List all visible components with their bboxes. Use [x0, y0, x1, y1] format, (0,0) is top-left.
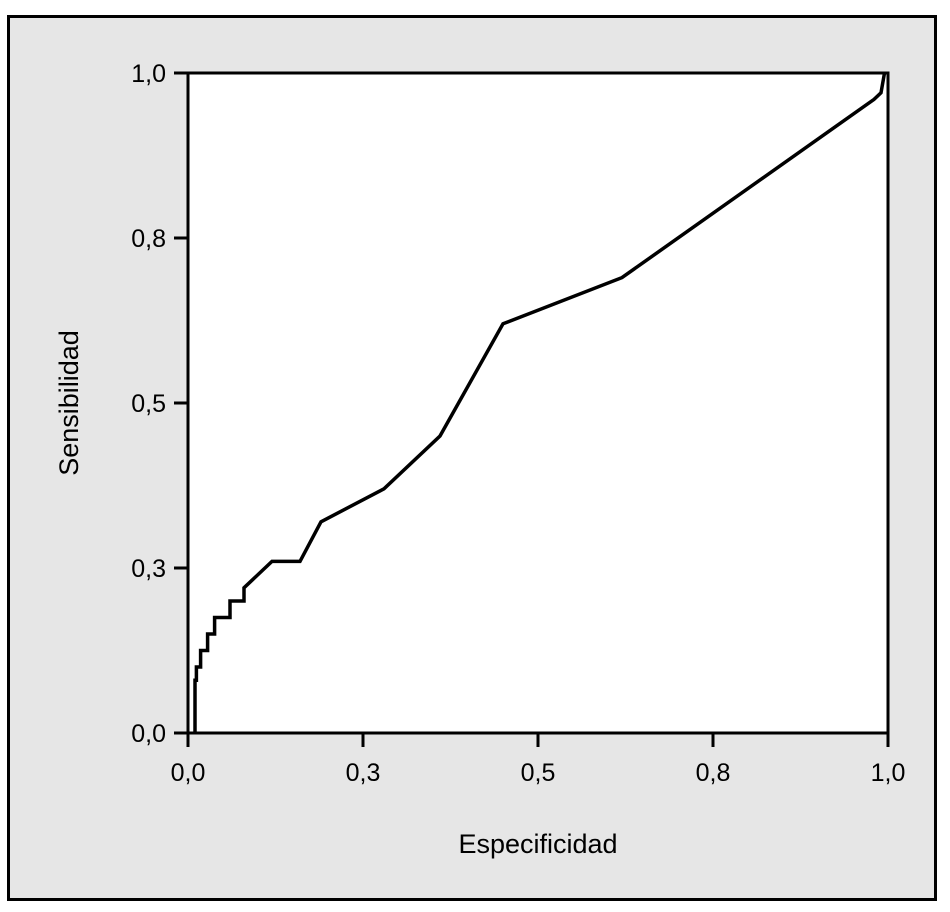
- y-tick-label: 0,5: [131, 390, 166, 418]
- x-tick-label: 0,5: [521, 759, 556, 787]
- x-tick-label: 0,0: [171, 759, 206, 787]
- y-axis-ticks: 0,0 0,3 0,5 0,8 1,0: [131, 60, 188, 748]
- x-tick-label: 0,8: [696, 759, 731, 787]
- plot-area: [186, 71, 890, 735]
- y-tick-label: 0,8: [131, 225, 166, 253]
- x-axis-label: Especificidad: [458, 829, 617, 859]
- y-axis-label: Sensibilidad: [54, 330, 84, 476]
- y-tick-label: 0,3: [131, 555, 166, 583]
- x-tick-label: 1,0: [871, 759, 906, 787]
- y-tick-label: 0,0: [131, 720, 166, 748]
- y-tick-label: 1,0: [131, 60, 166, 88]
- x-tick-label: 0,3: [346, 759, 381, 787]
- x-axis-ticks: 0,0 0,3 0,5 0,8 1,0: [171, 733, 906, 787]
- chart-frame: 0,0 0,3 0,5 0,8 1,0 0,0 0,3 0,5 0,8 1,0 Especifi…: [7, 15, 937, 901]
- roc-chart: 0,0 0,3 0,5 0,8 1,0 0,0 0,3 0,5 0,8 1,0 Especifi…: [54, 60, 906, 859]
- roc-curve: [193, 72, 887, 733]
